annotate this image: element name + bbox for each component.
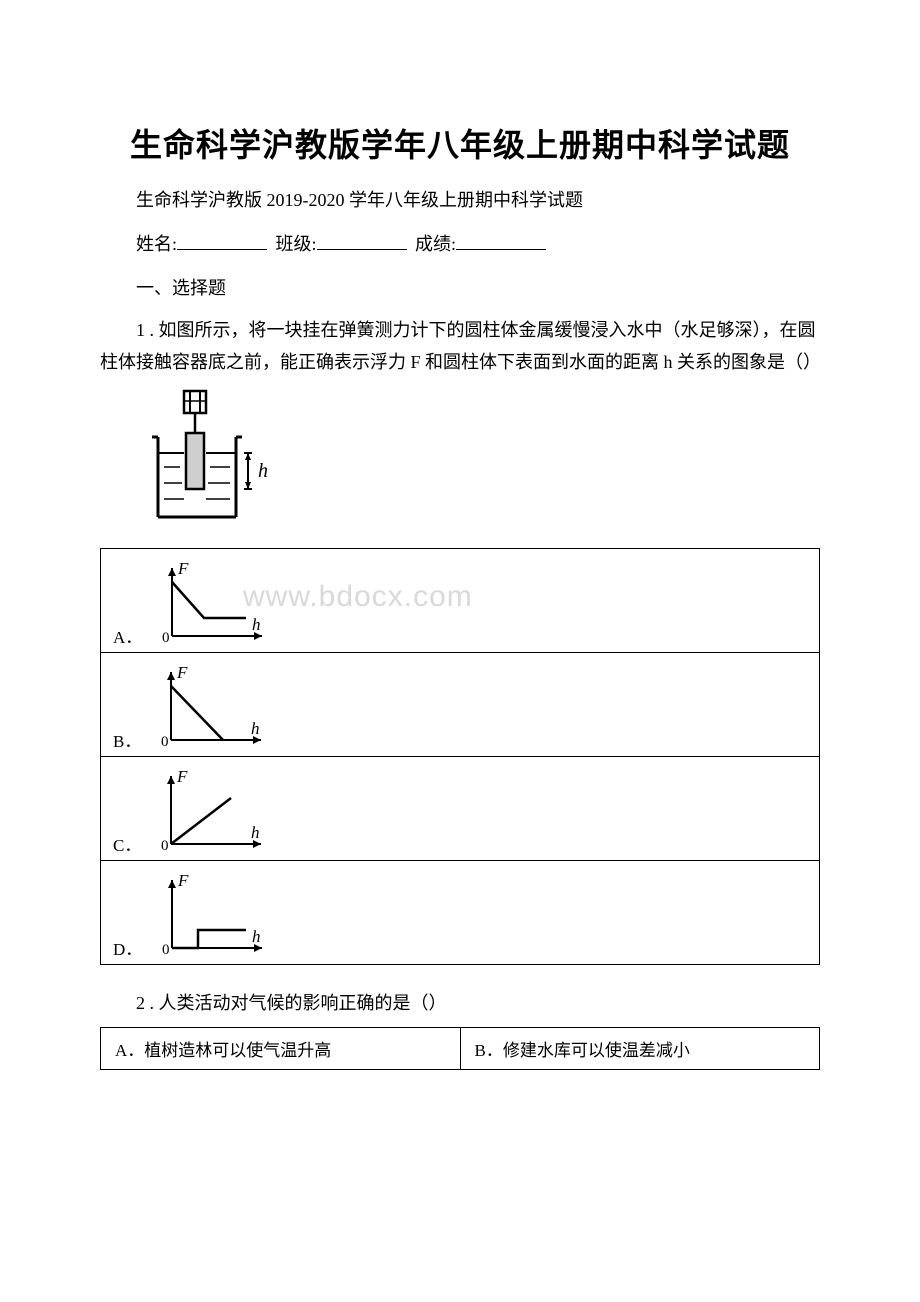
svg-text:h: h xyxy=(251,719,260,738)
question-1-options: www.bdocx.com A． 0 F h B． 0 xyxy=(100,548,820,965)
option-d: D． 0 F h xyxy=(113,866,807,960)
q2-option-a: A．植树造林可以使气温升高 xyxy=(101,1028,461,1070)
watermark: www.bdocx.com xyxy=(243,580,473,614)
question-2-options: A．植树造林可以使气温升高 B．修建水库可以使温差减小 xyxy=(100,1027,820,1070)
svg-text:F: F xyxy=(177,560,189,578)
svg-text:F: F xyxy=(177,872,189,890)
svg-text:h: h xyxy=(252,615,261,634)
svg-text:F: F xyxy=(176,664,188,682)
option-d-label: D． xyxy=(113,935,142,960)
option-c-label: C． xyxy=(113,831,141,856)
question-1-text: 1 . 如图所示，将一块挂在弹簧测力计下的圆柱体金属缓慢浸入水中（水足够深），在… xyxy=(100,314,820,379)
option-b-graph: 0 F h xyxy=(153,664,273,752)
name-label: 姓名: xyxy=(136,234,177,254)
question-2-text: 2 . 人类活动对气候的影响正确的是（） xyxy=(100,987,820,1019)
svg-text:h: h xyxy=(251,823,260,842)
h-label: h xyxy=(258,460,268,482)
page-title: 生命科学沪教版学年八年级上册期中科学试题 xyxy=(100,120,820,166)
class-label: 班级: xyxy=(276,234,317,254)
svg-text:0: 0 xyxy=(161,838,169,854)
svg-text:0: 0 xyxy=(162,942,170,958)
option-a-label: A． xyxy=(113,623,142,648)
option-c-graph: 0 F h xyxy=(153,768,273,856)
form-line: 姓名: 班级: 成绩: xyxy=(100,230,820,256)
class-blank xyxy=(317,249,407,250)
question-1-figure: h xyxy=(140,389,820,534)
svg-text:0: 0 xyxy=(162,630,170,646)
option-c: C． 0 F h xyxy=(113,762,807,856)
option-b: B． 0 F h xyxy=(113,658,807,752)
name-blank xyxy=(177,249,267,250)
q2-option-b: B．修建水库可以使温差减小 xyxy=(460,1028,820,1070)
score-blank xyxy=(456,249,546,250)
option-a-graph: 0 F h xyxy=(154,560,274,648)
subtitle: 生命科学沪教版 2019-2020 学年八年级上册期中科学试题 xyxy=(100,186,820,212)
score-label: 成绩: xyxy=(415,234,456,254)
svg-text:F: F xyxy=(176,768,188,786)
option-a: www.bdocx.com A． 0 F h xyxy=(113,554,807,648)
section-header: 一、选择题 xyxy=(100,274,820,300)
option-d-graph: 0 F h xyxy=(154,872,274,960)
svg-text:h: h xyxy=(252,927,261,946)
option-b-label: B． xyxy=(113,727,141,752)
svg-text:0: 0 xyxy=(161,734,169,750)
